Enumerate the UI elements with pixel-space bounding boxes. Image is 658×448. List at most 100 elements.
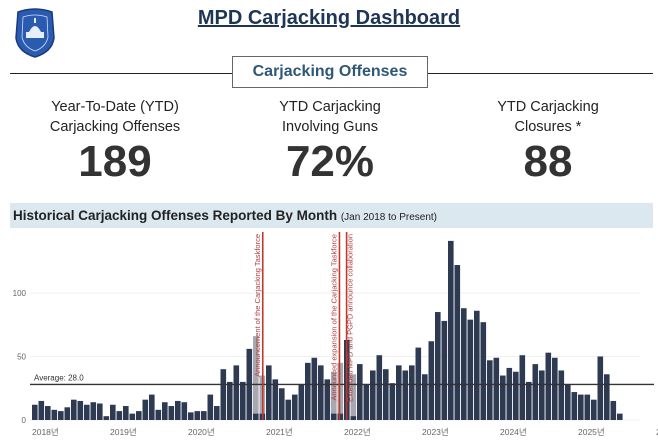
kpi-label: YTD Carjacking Closures * — [497, 99, 599, 135]
bar — [578, 394, 584, 420]
x-tick-label: 2025년 — [578, 427, 605, 437]
x-tick-label: 2021년 — [266, 427, 293, 437]
kpi-ytd-offenses: Year-To-Date (YTD) Carjacking Offenses 18… — [5, 97, 225, 187]
bar — [188, 412, 194, 420]
bar — [435, 312, 441, 420]
bar — [350, 416, 357, 420]
bar — [240, 381, 246, 420]
bar — [272, 379, 279, 420]
bar — [123, 406, 129, 420]
kpi-value: 72% — [285, 137, 375, 186]
bar — [233, 365, 240, 420]
bar — [324, 379, 331, 420]
kpi-label: YTD Carjacking Involving Guns — [279, 99, 381, 135]
bar — [253, 413, 259, 420]
bar — [552, 357, 558, 420]
bar — [227, 381, 233, 420]
bar — [597, 356, 604, 420]
bar — [305, 362, 311, 420]
bar — [422, 374, 428, 420]
kpi-value: 88 — [523, 137, 573, 186]
bar — [402, 370, 409, 420]
bar — [136, 411, 142, 420]
bar — [513, 371, 519, 420]
bar — [292, 394, 298, 420]
section-tab-carjacking-offenses[interactable]: Carjacking Offenses — [232, 56, 428, 88]
bar — [298, 384, 305, 420]
bar — [441, 320, 448, 420]
annotation-label: Announcement of the Carjacking Taskforce — [253, 234, 262, 377]
bar — [142, 399, 149, 420]
bar — [77, 400, 84, 420]
x-tick-label: 2024년 — [500, 427, 527, 437]
bar — [214, 406, 220, 420]
bar — [591, 399, 597, 420]
bar — [519, 355, 526, 420]
bar — [285, 399, 292, 420]
bar-faded — [253, 336, 259, 420]
bar-faded — [350, 374, 357, 420]
bar — [266, 365, 272, 420]
bar — [331, 413, 337, 420]
bar — [370, 370, 376, 420]
bar — [110, 404, 116, 420]
kpi-label: Year-To-Date (YTD) Carjacking Offenses — [49, 99, 181, 135]
x-tick-label: 2018년 — [32, 427, 59, 437]
bar — [220, 369, 227, 420]
y-tick-label: 100 — [13, 289, 27, 298]
bar — [539, 370, 545, 420]
bar — [84, 404, 90, 420]
y-tick-label: 0 — [22, 416, 27, 425]
bar — [428, 341, 435, 420]
bar — [168, 406, 175, 420]
bar — [207, 394, 214, 420]
bar — [38, 400, 45, 420]
bar — [149, 394, 155, 420]
kpi-ytd-closures: YTD Carjacking Closures * 88 — [438, 97, 658, 187]
bar — [129, 413, 136, 420]
bar-faded — [337, 362, 344, 420]
bar — [409, 365, 415, 420]
bar-faded — [331, 371, 337, 420]
kpi-value: 189 — [78, 137, 152, 186]
bar — [617, 413, 623, 420]
chart-header: Historical Carjacking Offenses Reported … — [10, 203, 653, 228]
bar — [461, 308, 467, 420]
monthly-offenses-bar-chart: Average: 28.0 Announcement of the Carjack… — [13, 232, 658, 437]
x-tick-label: 2019년 — [110, 427, 137, 437]
x-tick-label: 2020년 — [188, 427, 215, 437]
bar — [571, 392, 578, 420]
mpd-badge-logo — [14, 8, 56, 58]
bar — [318, 365, 324, 420]
bar — [558, 370, 565, 420]
bar — [376, 355, 383, 420]
x-tick-label: 2026년 — [656, 427, 658, 437]
bar — [493, 357, 500, 420]
bar — [103, 416, 110, 420]
annotation-label: Extended MPD and PGPD announce collabora… — [346, 234, 355, 402]
chart-subtitle: (Jan 2018 to Present) — [340, 212, 438, 223]
bar — [175, 400, 181, 420]
bar — [155, 409, 162, 420]
bar — [604, 374, 610, 420]
bar — [467, 319, 474, 420]
bar — [396, 365, 402, 420]
bar — [383, 369, 389, 420]
bar — [610, 400, 617, 420]
bar — [480, 322, 487, 420]
bar — [389, 383, 396, 420]
bar — [97, 403, 103, 420]
bar — [454, 265, 461, 420]
bar — [58, 411, 64, 420]
bar — [116, 411, 123, 420]
bar — [363, 384, 370, 420]
bar — [64, 407, 71, 420]
kpi-ytd-guns: YTD Carjacking Involving Guns 72% — [220, 97, 440, 187]
bar — [45, 406, 51, 420]
bar — [311, 357, 318, 420]
chart-title: Historical Carjacking Offenses Reported … — [13, 208, 438, 223]
bar — [51, 409, 58, 420]
average-label: Average: 28.0 — [34, 373, 84, 382]
bar — [32, 404, 38, 420]
bar — [90, 402, 97, 420]
